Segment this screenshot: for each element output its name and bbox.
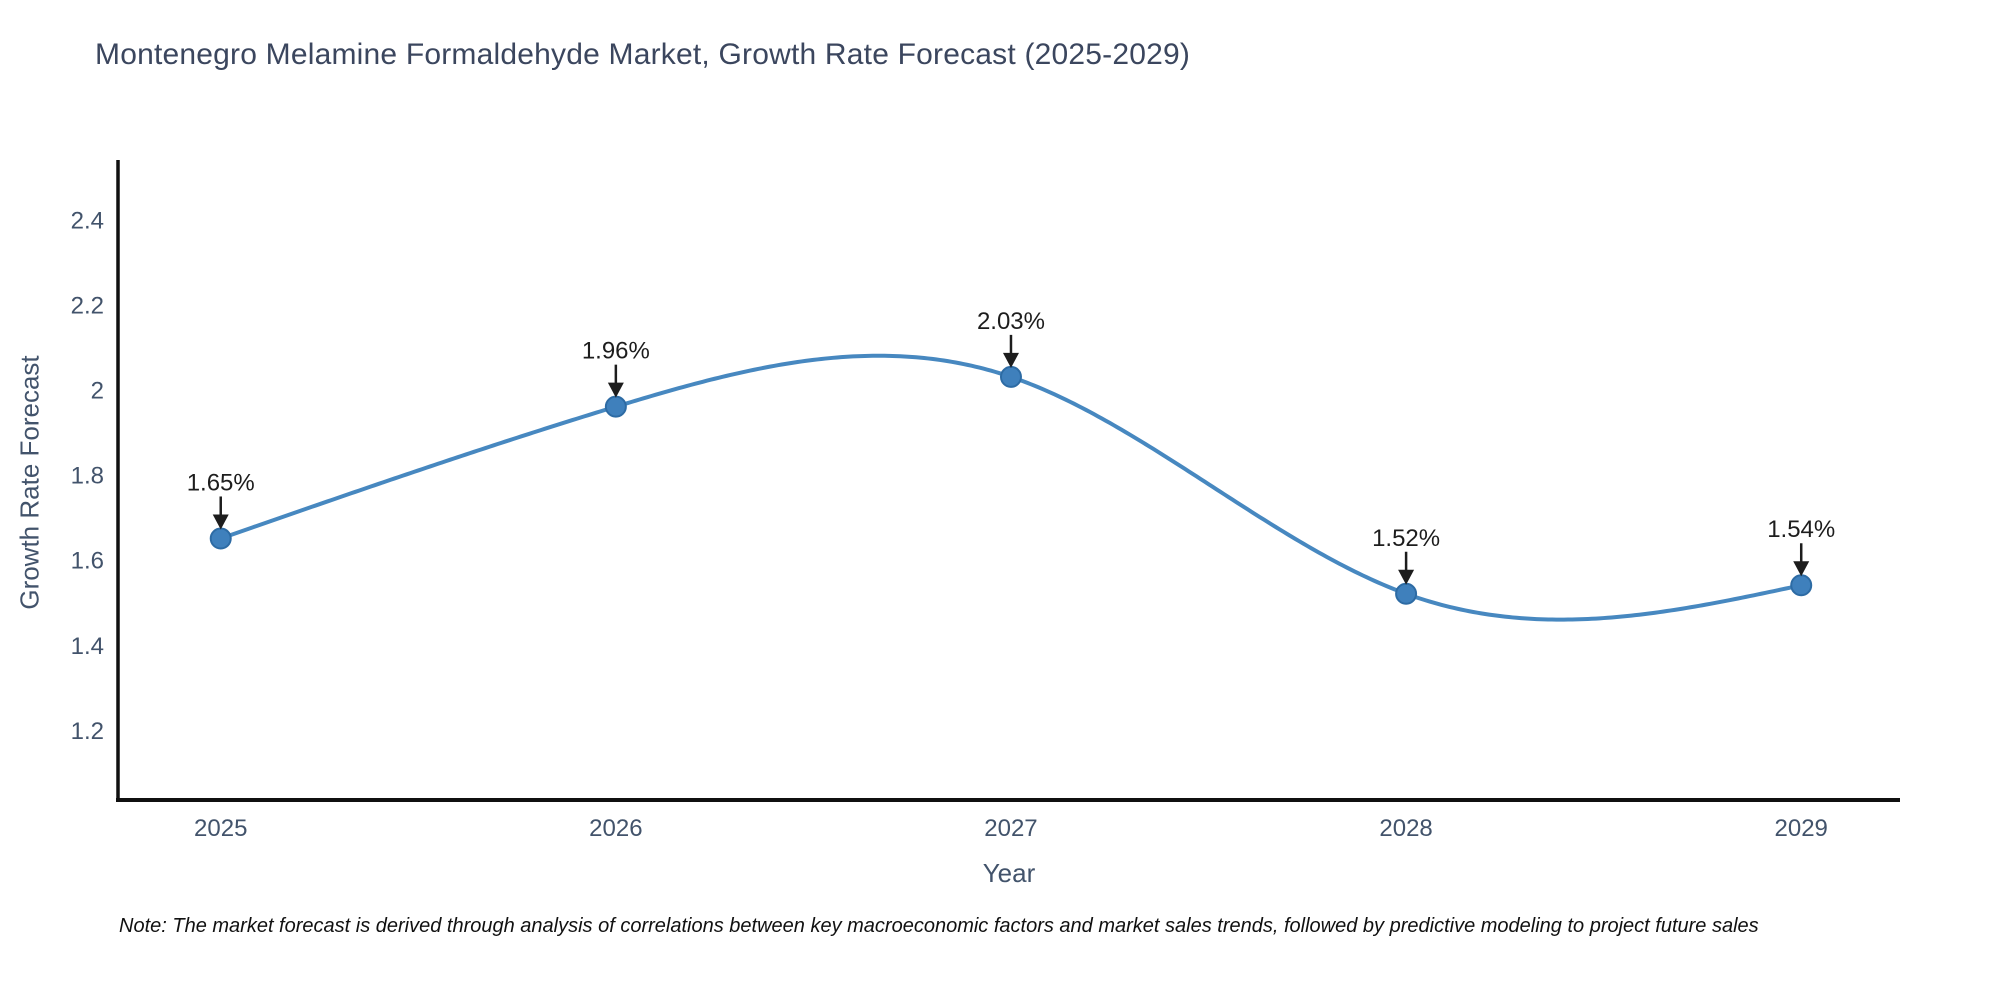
point-value-label: 1.52% — [1372, 525, 1440, 552]
y-tick-label: 1.2 — [71, 718, 104, 745]
y-tick-label: 1.6 — [71, 548, 104, 575]
x-tick-label: 2026 — [589, 815, 642, 842]
y-tick-label: 2.4 — [71, 208, 104, 235]
x-tick-label: 2027 — [984, 815, 1037, 842]
tick-labels-group: 1.2 1.4 1.6 1.8 2 2.2 2.4 2025 2026 2027 2028 2029 — [71, 208, 1828, 842]
annotation-arrowhead — [212, 514, 229, 530]
x-tick-label: 2028 — [1379, 815, 1432, 842]
annotation-arrowhead — [1793, 561, 1810, 577]
footnote: Note: The market forecast is derived thr… — [119, 915, 1759, 937]
y-tick-label: 2 — [91, 378, 104, 405]
y-tick-label: 1.4 — [71, 633, 104, 660]
point-value-label: 1.54% — [1767, 516, 1835, 543]
annotation-arrowhead — [1002, 352, 1019, 368]
annotations-group: 1.65% 1.96% 2.03% 1.52% 1.54% — [187, 308, 1835, 585]
annotation-arrowhead — [1398, 569, 1415, 585]
data-point-marker — [999, 365, 1022, 388]
data-point-marker — [1395, 582, 1418, 605]
point-value-label: 1.65% — [187, 469, 255, 496]
x-axis-title: Year — [982, 858, 1036, 888]
y-tick-label: 1.8 — [71, 463, 104, 490]
annotation-arrowhead — [607, 382, 624, 398]
series-group — [209, 353, 1813, 622]
point-value-label: 1.96% — [582, 338, 650, 365]
y-axis-title: Growth Rate Forecast — [14, 355, 45, 610]
axes-group — [116, 160, 1900, 802]
data-point-marker — [1790, 574, 1813, 597]
x-tick-label: 2029 — [1775, 815, 1828, 842]
data-point-marker — [604, 395, 627, 418]
x-tick-label: 2025 — [194, 815, 247, 842]
y-tick-label: 2.2 — [71, 293, 104, 320]
point-value-label: 2.03% — [977, 308, 1045, 335]
data-point-marker — [209, 527, 232, 550]
forecast-line — [218, 353, 1804, 622]
chart-title: Montenegro Melamine Formaldehyde Market,… — [95, 38, 1191, 71]
